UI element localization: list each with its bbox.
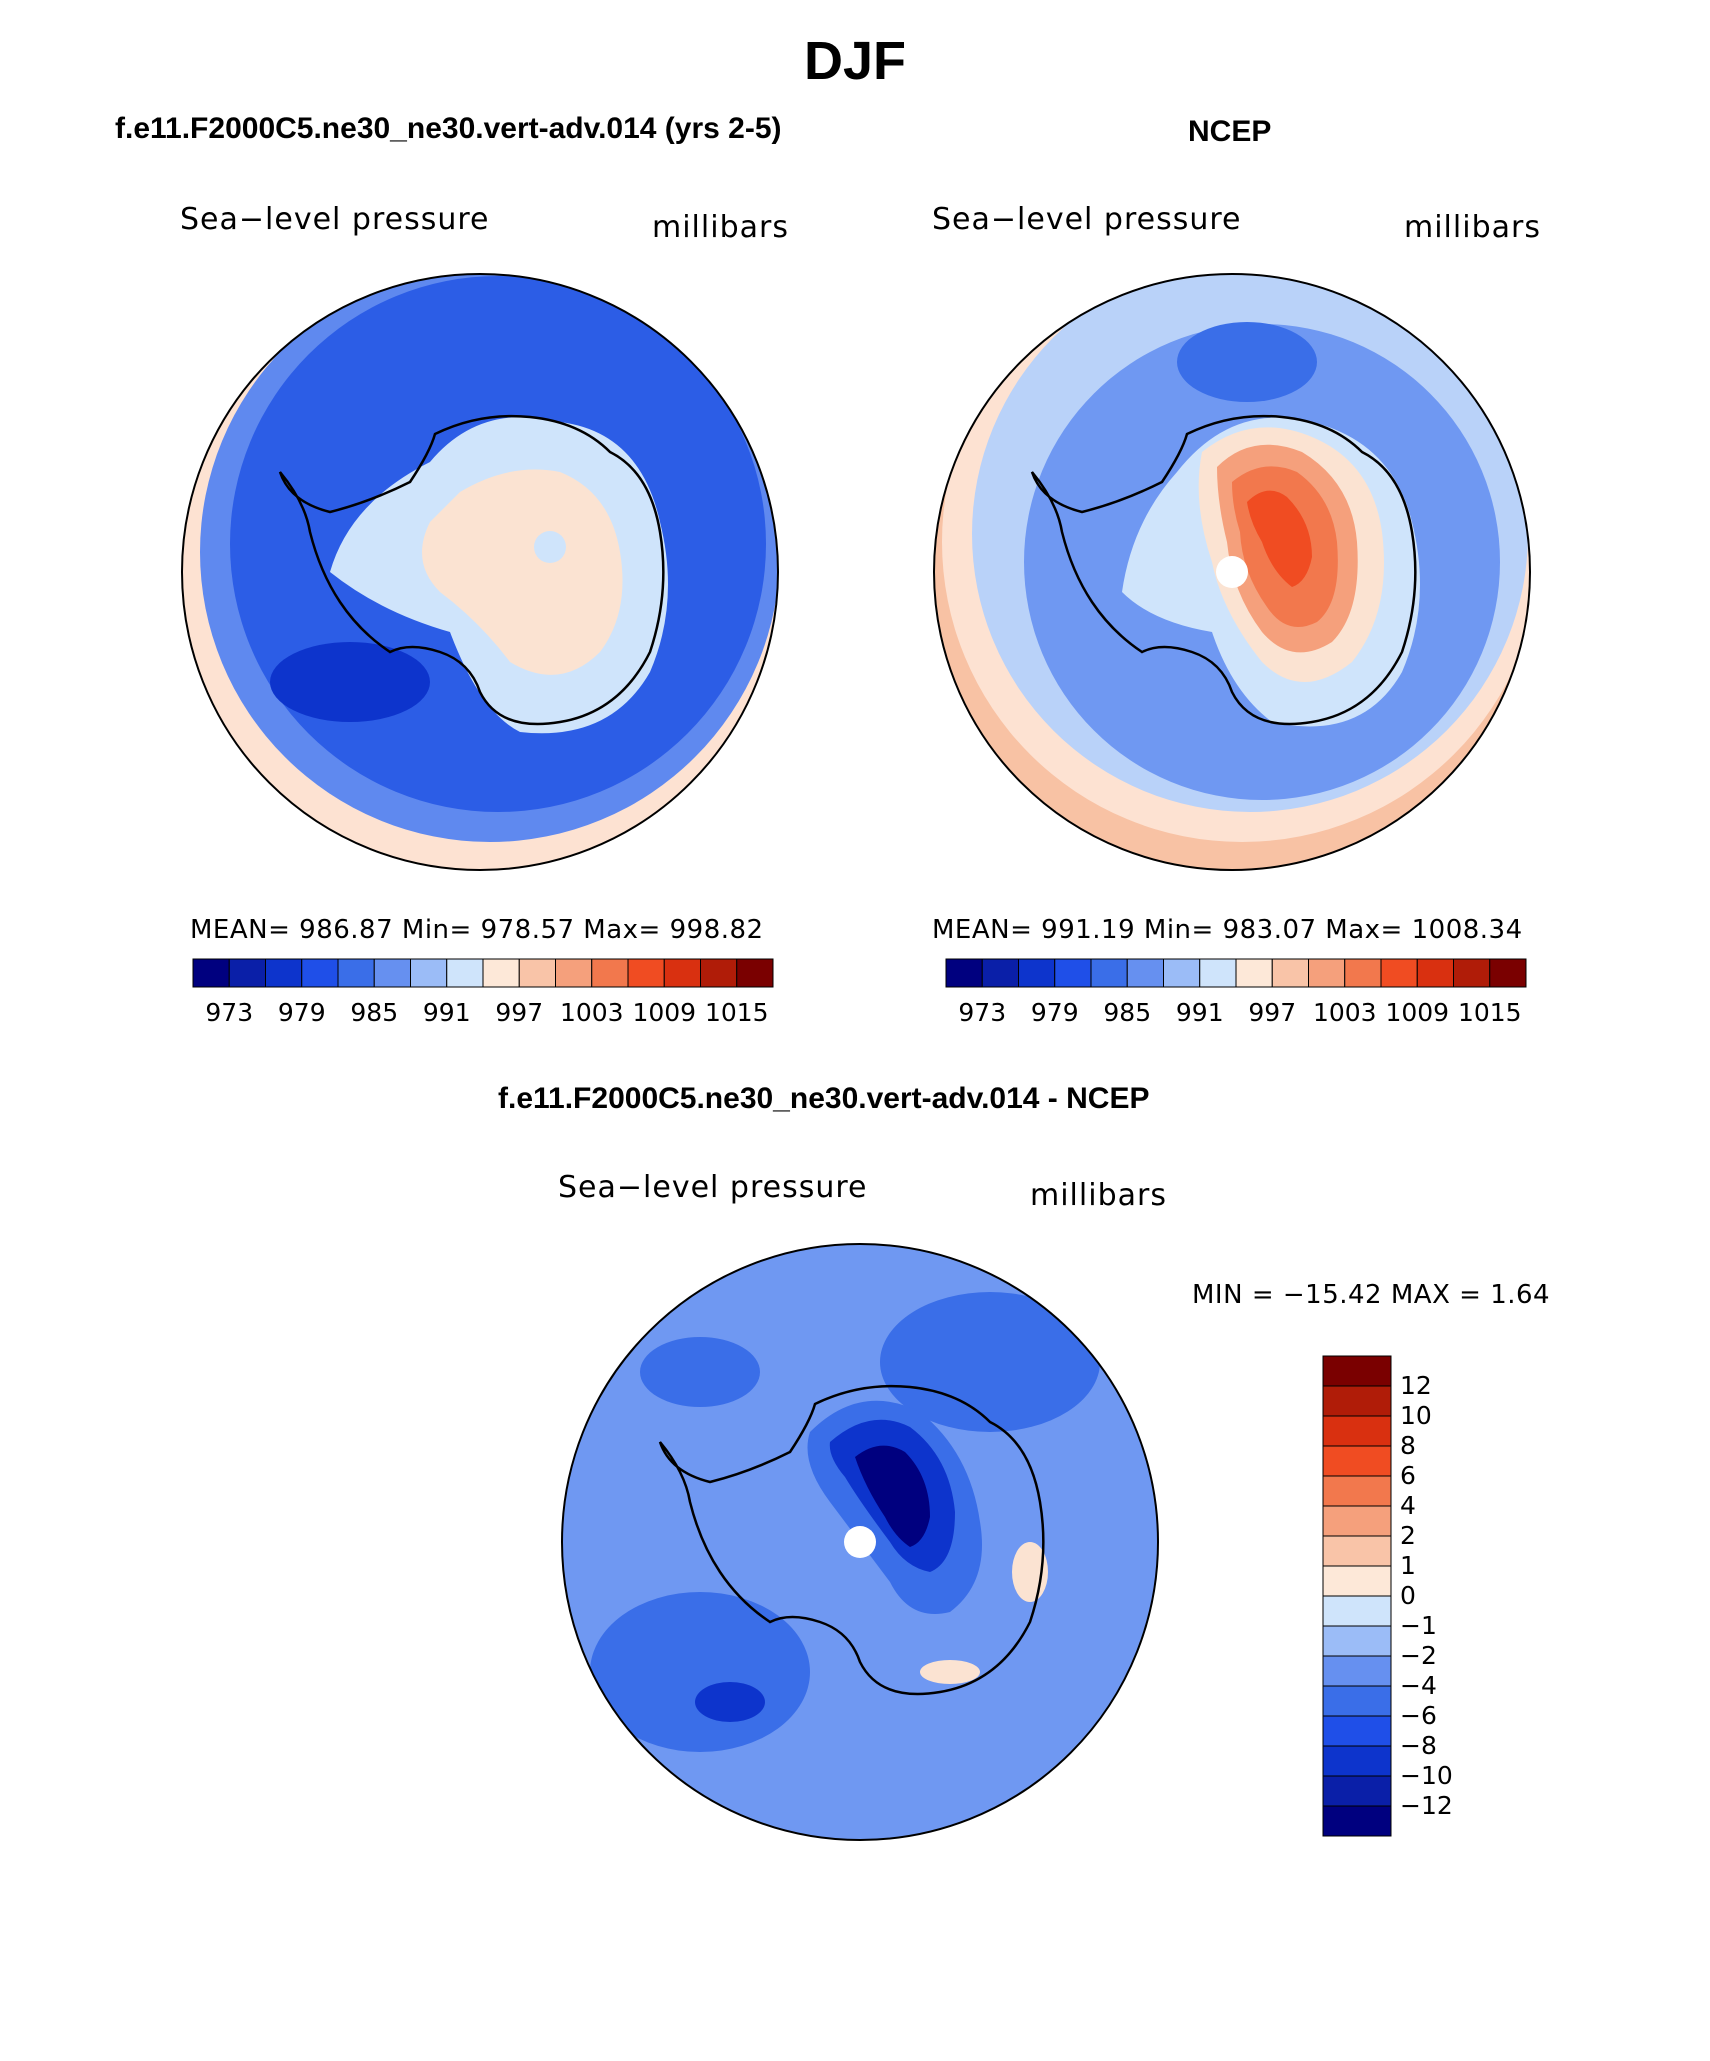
colorbar-swatch bbox=[1090, 958, 1128, 988]
colorbar-swatch bbox=[446, 958, 484, 988]
diff-units-label: millibars bbox=[1030, 1178, 1167, 1213]
colorbar-swatch bbox=[1322, 1625, 1392, 1657]
colorbar-swatch bbox=[1322, 1715, 1392, 1747]
colorbar-tick-label: 10 bbox=[1400, 1401, 1432, 1430]
diff-variable-label: Sea−level pressure bbox=[558, 1170, 868, 1205]
colorbar-tick-label: −12 bbox=[1400, 1791, 1453, 1820]
colorbar-swatch bbox=[1322, 1385, 1392, 1417]
colorbar-swatch bbox=[373, 958, 411, 988]
colorbar-tick-label: 1003 bbox=[559, 998, 624, 1027]
colorbar-tick-label: 1009 bbox=[1385, 998, 1450, 1027]
colorbar-swatch bbox=[1308, 958, 1346, 988]
colorbar-tick-label: 1009 bbox=[632, 998, 697, 1027]
colorbar-swatch bbox=[1018, 958, 1056, 988]
colorbar-tick-label: −6 bbox=[1400, 1701, 1437, 1730]
model-colorbar bbox=[192, 958, 774, 988]
colorbar-swatch bbox=[518, 958, 556, 988]
colorbar-swatch bbox=[1322, 1775, 1392, 1807]
colorbar-swatch bbox=[228, 958, 266, 988]
diff-stats: MIN = −15.42 MAX = 1.64 bbox=[1192, 1280, 1551, 1310]
colorbar-swatch bbox=[1453, 958, 1491, 988]
colorbar-swatch bbox=[1322, 1535, 1392, 1567]
colorbar-swatch bbox=[555, 958, 593, 988]
model-stats: MEAN= 986.87 Min= 978.57 Max= 998.82 bbox=[190, 915, 764, 945]
colorbar-tick-label: 997 bbox=[495, 998, 544, 1027]
colorbar-tick-label: −2 bbox=[1400, 1641, 1437, 1670]
colorbar-tick-label: 1 bbox=[1400, 1551, 1416, 1580]
colorbar-swatch bbox=[1322, 1505, 1392, 1537]
colorbar-swatch bbox=[1199, 958, 1237, 988]
colorbar-tick-label: 1003 bbox=[1312, 998, 1377, 1027]
colorbar-swatch bbox=[1344, 958, 1382, 988]
colorbar-tick-label: 991 bbox=[1175, 998, 1224, 1027]
colorbar-swatch bbox=[192, 958, 230, 988]
colorbar-swatch bbox=[1163, 958, 1201, 988]
colorbar-swatch bbox=[981, 958, 1019, 988]
obs-colorbar bbox=[945, 958, 1527, 988]
colorbar-tick-label: 12 bbox=[1400, 1371, 1432, 1400]
diff-polar-map bbox=[561, 1243, 1159, 1841]
colorbar-swatch bbox=[1380, 958, 1418, 988]
figure-title: DJF bbox=[803, 31, 906, 91]
colorbar-swatch bbox=[1489, 958, 1527, 988]
colorbar-tick-label: 8 bbox=[1400, 1431, 1416, 1460]
diff-panel-title: f.e11.F2000C5.ne30_ne30.vert-adv.014 - N… bbox=[498, 1082, 1150, 1115]
colorbar-tick-label: 973 bbox=[958, 998, 1007, 1027]
model-panel-title: f.e11.F2000C5.ne30_ne30.vert-adv.014 (yr… bbox=[115, 112, 782, 145]
colorbar-swatch bbox=[1235, 958, 1273, 988]
colorbar-swatch bbox=[1322, 1805, 1392, 1837]
model-variable-label: Sea−level pressure bbox=[180, 202, 490, 237]
colorbar-tick-label: 985 bbox=[350, 998, 399, 1027]
model-units-label: millibars bbox=[652, 210, 789, 245]
colorbar-swatch bbox=[1322, 1355, 1392, 1387]
obs-polar-map bbox=[933, 273, 1531, 871]
colorbar-swatch bbox=[1322, 1565, 1392, 1597]
colorbar-tick-label: 991 bbox=[422, 998, 471, 1027]
colorbar-tick-label: 0 bbox=[1400, 1581, 1416, 1610]
colorbar-swatch bbox=[265, 958, 303, 988]
colorbar-tick-label: 979 bbox=[277, 998, 326, 1027]
colorbar-tick-label: 1015 bbox=[704, 998, 769, 1027]
colorbar-swatch bbox=[736, 958, 774, 988]
colorbar-swatch bbox=[337, 958, 375, 988]
colorbar-swatch bbox=[663, 958, 701, 988]
model-polar-map bbox=[181, 273, 779, 871]
colorbar-swatch bbox=[1322, 1415, 1392, 1447]
colorbar-swatch bbox=[301, 958, 339, 988]
colorbar-tick-label: 985 bbox=[1103, 998, 1152, 1027]
colorbar-tick-label: 2 bbox=[1400, 1521, 1416, 1550]
colorbar-swatch bbox=[1322, 1445, 1392, 1477]
colorbar-tick-label: 6 bbox=[1400, 1461, 1416, 1490]
colorbar-tick-label: 1015 bbox=[1457, 998, 1522, 1027]
colorbar-swatch bbox=[482, 958, 520, 988]
colorbar-tick-label: 4 bbox=[1400, 1491, 1416, 1520]
colorbar-swatch bbox=[945, 958, 983, 988]
obs-units-label: millibars bbox=[1404, 210, 1541, 245]
colorbar-tick-label: −8 bbox=[1400, 1731, 1437, 1760]
colorbar-swatch bbox=[1416, 958, 1454, 988]
obs-variable-label: Sea−level pressure bbox=[932, 202, 1242, 237]
colorbar-swatch bbox=[1322, 1745, 1392, 1777]
colorbar-swatch bbox=[591, 958, 629, 988]
colorbar-swatch bbox=[1126, 958, 1164, 988]
colorbar-tick-label: 979 bbox=[1030, 998, 1079, 1027]
colorbar-tick-label: −1 bbox=[1400, 1611, 1437, 1640]
colorbar-swatch bbox=[700, 958, 738, 988]
colorbar-swatch bbox=[1322, 1475, 1392, 1507]
colorbar-swatch bbox=[410, 958, 448, 988]
colorbar-swatch bbox=[1271, 958, 1309, 988]
obs-stats: MEAN= 991.19 Min= 983.07 Max= 1008.34 bbox=[932, 915, 1523, 945]
diff-colorbar bbox=[1322, 1355, 1392, 1837]
colorbar-swatch bbox=[627, 958, 665, 988]
colorbar-swatch bbox=[1322, 1685, 1392, 1717]
colorbar-tick-label: 973 bbox=[205, 998, 254, 1027]
obs-panel-title: NCEP bbox=[1188, 115, 1272, 148]
colorbar-tick-label: −10 bbox=[1400, 1761, 1453, 1790]
colorbar-swatch bbox=[1322, 1595, 1392, 1627]
colorbar-swatch bbox=[1322, 1655, 1392, 1687]
colorbar-tick-label: −4 bbox=[1400, 1671, 1437, 1700]
colorbar-swatch bbox=[1054, 958, 1092, 988]
colorbar-tick-label: 997 bbox=[1248, 998, 1297, 1027]
